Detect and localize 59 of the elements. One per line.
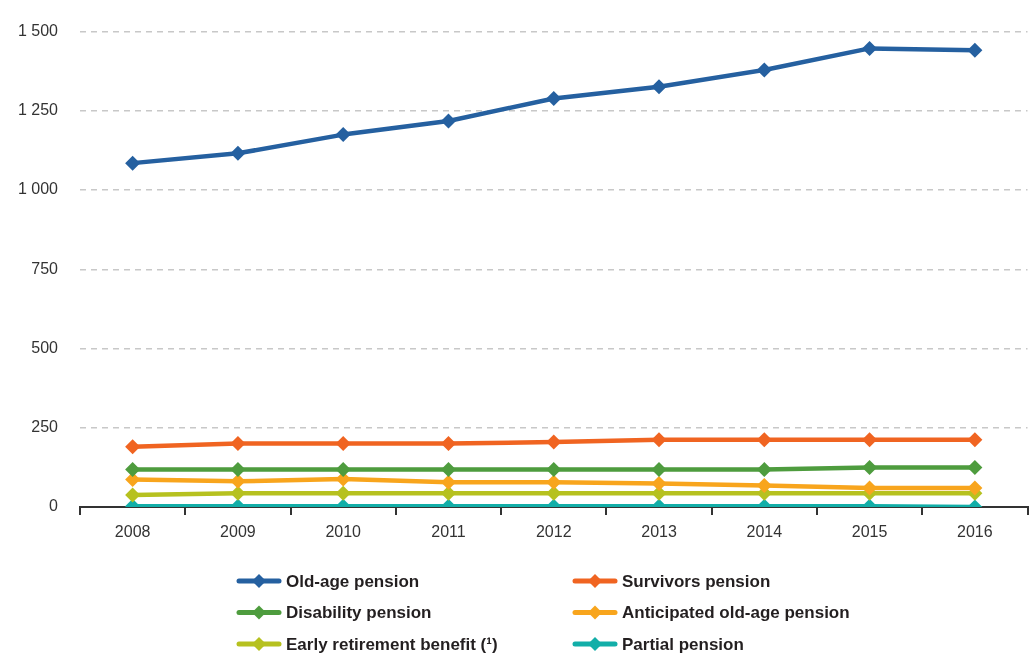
point — [440, 485, 456, 501]
point — [862, 40, 878, 56]
point — [230, 473, 246, 489]
point — [335, 127, 351, 143]
x-tick-label: 2010 — [325, 523, 362, 541]
point — [230, 462, 246, 478]
y-tick-label: 1 500 — [17, 22, 59, 40]
y-tick-label: 250 — [31, 418, 59, 436]
point — [440, 113, 456, 129]
point — [651, 462, 667, 478]
point — [756, 432, 772, 448]
point — [335, 485, 351, 501]
x-tick-label: 2009 — [220, 523, 256, 541]
point — [546, 462, 562, 478]
x-tick-label: 2008 — [114, 523, 151, 541]
y-tick-label: 500 — [31, 338, 59, 356]
point — [967, 42, 983, 58]
point — [756, 477, 772, 493]
point — [440, 436, 456, 452]
y-tick-label: 0 — [49, 497, 59, 515]
point — [967, 480, 983, 496]
legend-label: Partial pension — [622, 634, 744, 654]
x-tick-label: 2015 — [851, 523, 888, 541]
x-tick-label: 2011 — [431, 523, 466, 541]
point — [125, 155, 141, 171]
point — [230, 145, 246, 161]
y-tick-label: 750 — [31, 259, 59, 277]
y-tick-label: 1 000 — [17, 180, 59, 198]
legend-label: Disability pension — [286, 603, 432, 623]
point — [546, 474, 562, 490]
legend-label: Anticipated old-age pension — [622, 603, 850, 623]
point — [440, 462, 456, 478]
legend-label: Old-age pension — [286, 571, 420, 591]
x-tick-label: 2012 — [535, 523, 572, 541]
x-tick-label: 2013 — [641, 523, 677, 541]
point — [125, 439, 141, 455]
point — [756, 62, 772, 78]
point — [546, 434, 562, 450]
point — [440, 474, 456, 490]
point — [230, 436, 246, 452]
point — [862, 432, 878, 448]
point — [967, 432, 983, 448]
point — [651, 432, 667, 448]
point — [651, 476, 667, 492]
point — [651, 79, 667, 95]
legend-label: Early retirement benefit (¹) — [286, 634, 498, 654]
point — [967, 459, 983, 475]
point — [335, 436, 351, 452]
point — [756, 462, 772, 478]
x-tick-label: 2016 — [957, 523, 993, 541]
point — [862, 459, 878, 475]
y-tick-label: 1 250 — [17, 101, 59, 119]
point — [546, 485, 562, 501]
point — [335, 462, 351, 478]
point — [230, 485, 246, 501]
point — [125, 462, 141, 478]
point — [546, 90, 562, 106]
x-tick-label: 2014 — [746, 523, 783, 541]
legend-label: Survivors pension — [622, 571, 771, 591]
